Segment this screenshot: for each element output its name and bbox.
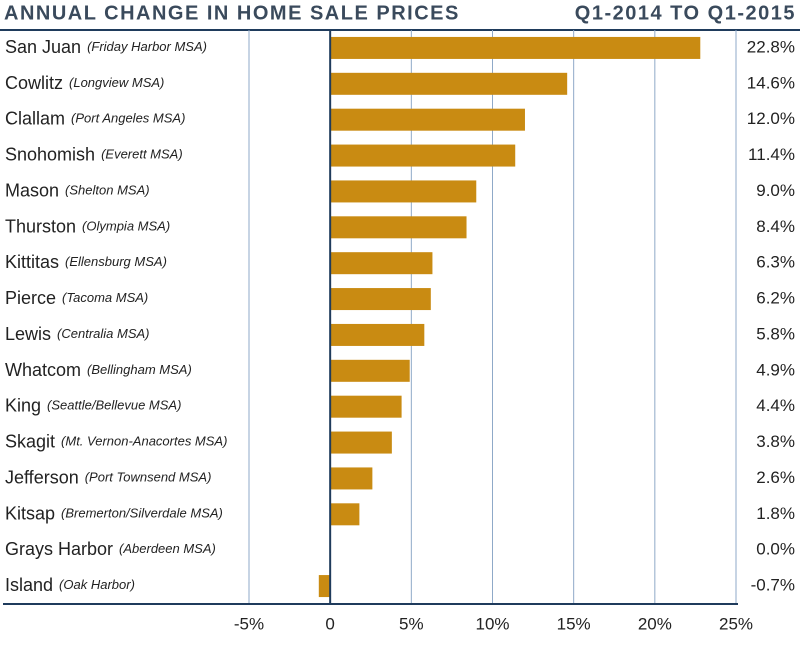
chart-subtitle: Q1-2014 TO Q1-2015 (575, 2, 796, 24)
category-label: Grays Harbor (Aberdeen MSA) (5, 539, 216, 559)
category-name: Lewis (5, 324, 51, 344)
category-label: Clallam (Port Angeles MSA) (5, 108, 185, 128)
category-label: Kitsap (Bremerton/Silverdale MSA) (5, 503, 223, 523)
bar (330, 36, 701, 59)
bar (330, 180, 477, 203)
category-label: Pierce (Tacoma MSA) (5, 288, 148, 308)
category-note: (Centralia MSA) (57, 326, 149, 341)
category-name: San Juan (5, 37, 81, 57)
category-name: King (5, 395, 41, 415)
category-label: Mason (Shelton MSA) (5, 180, 150, 200)
category-note: (Bremerton/Silverdale MSA) (61, 506, 223, 521)
category-name: Grays Harbor (5, 539, 113, 559)
category-name: Snohomish (5, 144, 95, 164)
value-label: 0.0% (756, 540, 795, 559)
category-label: Kittitas (Ellensburg MSA) (5, 252, 167, 272)
value-label: 12.0% (747, 109, 795, 128)
category-label: Thurston (Olympia MSA) (5, 216, 170, 236)
category-name: Kitsap (5, 503, 55, 523)
bar (330, 467, 373, 490)
category-name: Clallam (5, 108, 65, 128)
category-note: (Tacoma MSA) (62, 291, 148, 306)
category-note: (Shelton MSA) (65, 183, 150, 198)
category-name: Cowlitz (5, 73, 63, 93)
value-label: 11.4% (748, 145, 795, 164)
category-name: Skagit (5, 431, 55, 451)
category-note: (Olympia MSA) (82, 219, 170, 234)
category-note: (Port Angeles MSA) (71, 111, 185, 126)
category-note: (Friday Harbor MSA) (87, 39, 207, 54)
category-label: Jefferson (Port Townsend MSA) (5, 467, 211, 487)
category-note: (Aberdeen MSA) (119, 542, 216, 557)
value-label: 4.4% (756, 396, 795, 415)
x-tick-label: 10% (475, 614, 509, 633)
bar (330, 431, 392, 454)
category-name: Island (5, 575, 53, 595)
category-note: (Oak Harbor) (59, 578, 135, 593)
bar (318, 575, 331, 598)
category-name: Kittitas (5, 252, 59, 272)
value-label: 3.8% (756, 432, 795, 451)
value-label: -0.7% (751, 576, 795, 595)
category-name: Whatcom (5, 360, 81, 380)
value-label: 8.4% (756, 217, 795, 236)
value-label: 5.8% (756, 324, 795, 343)
category-name: Mason (5, 180, 59, 200)
category-label: Island (Oak Harbor) (5, 575, 135, 595)
category-note: (Ellensburg MSA) (65, 255, 167, 270)
value-label: 14.6% (747, 73, 795, 92)
value-label: 2.6% (756, 468, 795, 487)
bar (330, 323, 425, 346)
value-label: 9.0% (756, 181, 795, 200)
category-name: Thurston (5, 216, 76, 236)
bar (330, 72, 568, 95)
chart-title: ANNUAL CHANGE IN HOME SALE PRICES (4, 2, 460, 24)
value-label: 6.2% (756, 289, 795, 308)
category-label: San Juan (Friday Harbor MSA) (5, 37, 207, 57)
category-label: Lewis (Centralia MSA) (5, 324, 150, 344)
x-tick-label: 20% (638, 614, 672, 633)
value-label: 4.9% (756, 360, 795, 379)
x-tick-label: 0 (325, 614, 334, 633)
value-label: 6.3% (756, 253, 795, 272)
bar (330, 359, 410, 382)
category-note: (Mt. Vernon-Anacortes MSA) (61, 434, 227, 449)
category-note: (Bellingham MSA) (87, 362, 192, 377)
x-tick-label: 25% (719, 614, 753, 633)
bar (330, 503, 360, 526)
bar (330, 108, 525, 131)
category-label: Whatcom (Bellingham MSA) (5, 360, 192, 380)
category-name: Jefferson (5, 467, 79, 487)
x-tick-label: -5% (234, 614, 264, 633)
category-note: (Everett MSA) (101, 147, 183, 162)
category-note: (Port Townsend MSA) (85, 470, 212, 485)
bar (330, 252, 433, 275)
category-label: Cowlitz (Longview MSA) (5, 73, 164, 93)
bar (330, 288, 431, 311)
value-label: 1.8% (756, 504, 795, 523)
category-label: Skagit (Mt. Vernon-Anacortes MSA) (5, 431, 227, 451)
bar (330, 144, 516, 167)
value-label: 22.8% (747, 37, 795, 56)
x-tick-label: 5% (399, 614, 424, 633)
category-note: (Seattle/Bellevue MSA) (47, 398, 181, 413)
bar (330, 395, 402, 418)
category-note: (Longview MSA) (69, 75, 164, 90)
category-name: Pierce (5, 288, 56, 308)
category-label: King (Seattle/Bellevue MSA) (5, 395, 181, 415)
category-label: Snohomish (Everett MSA) (5, 144, 183, 164)
bar (330, 216, 467, 239)
x-tick-label: 15% (557, 614, 591, 633)
